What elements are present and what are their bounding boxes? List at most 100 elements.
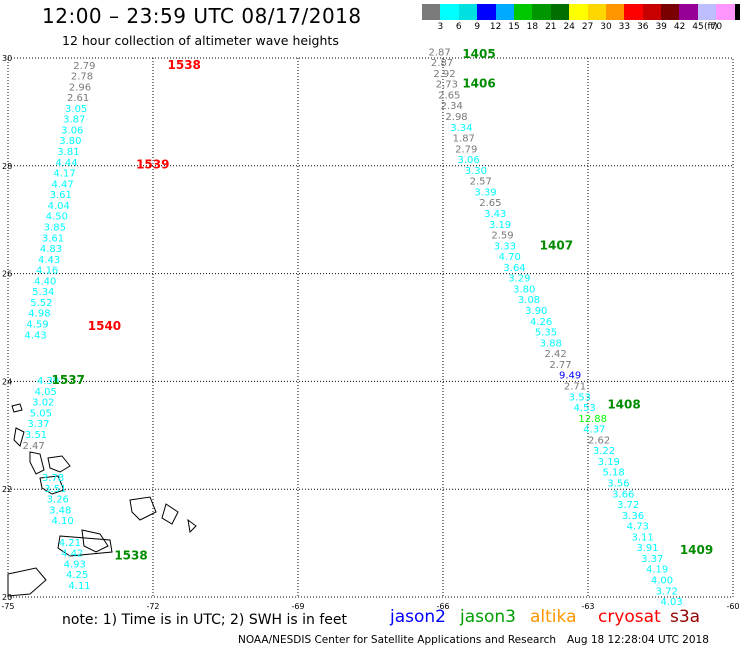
island-outline xyxy=(161,503,179,525)
island-outline xyxy=(129,496,157,521)
wave-height-value: 3.91 xyxy=(636,543,658,554)
wave-height-value: 3.72 xyxy=(656,586,678,597)
color-scale-label: 70 xyxy=(710,22,723,32)
longitude-label: -72 xyxy=(146,602,159,611)
credit-line: NOAA/NESDIS Center for Satellite Applica… xyxy=(238,634,556,646)
wave-height-value: 3.11 xyxy=(632,532,654,543)
satellite-legend-jason3: jason3 xyxy=(460,607,516,627)
wave-height-value: 3.08 xyxy=(518,295,540,306)
color-scale-swatch xyxy=(734,4,740,20)
latitude-label: 24 xyxy=(2,377,12,386)
wave-height-value: 5.18 xyxy=(603,468,625,479)
color-scale-label: 30 xyxy=(600,22,612,32)
longitude-label: -69 xyxy=(291,602,304,611)
latitude-label: 28 xyxy=(2,162,12,171)
pass-time-label: 1538 xyxy=(168,58,201,72)
wave-height-value: 4.21 xyxy=(59,538,81,549)
wave-height-value: 4.04 xyxy=(48,201,70,212)
wave-height-value: 2.73 xyxy=(436,80,458,91)
wave-height-value: 3.36 xyxy=(622,511,644,522)
wave-height-value: 3.34 xyxy=(450,123,472,134)
wave-height-value: 4.98 xyxy=(28,309,50,320)
wave-height-value: 4.59 xyxy=(26,320,48,331)
color-scale-swatch xyxy=(422,4,441,20)
wave-height-value: 4.19 xyxy=(646,565,668,576)
wave-height-value: 2.34 xyxy=(441,101,463,112)
color-scale-swatch xyxy=(624,4,643,20)
wave-height-value: 2.87 xyxy=(429,47,451,58)
wave-height-value: 3.37 xyxy=(27,419,49,430)
wave-height-value: 3.80 xyxy=(59,136,81,147)
island-outline xyxy=(29,451,45,475)
wave-height-value: 4.26 xyxy=(530,317,552,328)
wave-height-value: 2.87 xyxy=(431,58,453,69)
wave-height-value: 3.26 xyxy=(47,495,69,506)
wave-height-value: 2.59 xyxy=(491,231,513,242)
pass-time-label: 1405 xyxy=(462,47,495,61)
wave-height-value: 9.49 xyxy=(559,371,581,382)
color-scale-label: 9 xyxy=(474,22,481,32)
pass-time-label: 1409 xyxy=(680,543,713,557)
wave-height-value: 4.42 xyxy=(61,549,83,560)
map-frame xyxy=(7,57,734,598)
wave-height-value: 2.65 xyxy=(479,198,501,209)
color-scale-label: 6 xyxy=(455,22,462,32)
wave-height-value: 2.61 xyxy=(67,93,89,104)
wave-height-value: 2.92 xyxy=(433,69,455,80)
color-scale-swatch xyxy=(679,4,698,20)
wave-height-value: 2.98 xyxy=(445,112,467,123)
wave-height-value: 3.19 xyxy=(489,220,511,231)
wave-height-value: 1.87 xyxy=(453,134,475,145)
color-scale-swatch xyxy=(642,4,662,20)
color-scale-swatch xyxy=(605,4,625,20)
color-scale-label: 3 xyxy=(437,22,444,32)
pass-time-label: 1539 xyxy=(136,157,169,171)
color-scale-swatch xyxy=(513,4,533,20)
latitude-label: 26 xyxy=(2,270,12,279)
wave-height-value: 3.85 xyxy=(44,222,66,233)
wave-height-value: 3.02 xyxy=(32,398,54,409)
wave-height-value: 4.53 xyxy=(574,403,596,414)
wave-height-value: 12.88 xyxy=(578,414,607,425)
wave-height-value: 2.57 xyxy=(470,177,492,188)
wave-height-value: 4.40 xyxy=(34,276,56,287)
wave-height-value: 3.33 xyxy=(494,241,516,252)
color-scale-label: 33 xyxy=(618,22,631,32)
color-scale-swatch xyxy=(440,4,459,20)
wave-height-value: 3.29 xyxy=(508,274,530,285)
wave-height-value: 3.48 xyxy=(49,505,71,516)
pass-time-label: 1538 xyxy=(114,548,147,562)
wave-height-value: 4.43 xyxy=(24,330,46,341)
wave-height-value: 3.88 xyxy=(540,338,562,349)
color-scale-label: 12 xyxy=(489,22,502,32)
island-outline xyxy=(47,455,71,473)
wave-height-value: 4.43 xyxy=(38,255,60,266)
island-outline xyxy=(13,427,25,447)
wave-height-value: 3.51 xyxy=(44,484,66,495)
color-scale-swatch xyxy=(716,4,735,20)
wave-height-value: 2.96 xyxy=(69,82,91,93)
wave-height-value: 2.77 xyxy=(549,360,571,371)
latitude-label: 20 xyxy=(2,593,12,602)
satellite-legend-altika: altika xyxy=(530,607,577,627)
island-outline xyxy=(7,567,47,597)
wave-height-value: 3.80 xyxy=(513,284,535,295)
wave-height-value: 3.30 xyxy=(465,166,487,177)
wave-height-value: 2.47 xyxy=(23,441,45,452)
island-outline xyxy=(57,535,113,557)
wave-height-value: 3.39 xyxy=(474,187,496,198)
wave-height-value: 3.56 xyxy=(607,479,629,490)
wave-height-value: 2.79 xyxy=(73,61,95,72)
color-scale-swatch xyxy=(550,4,570,20)
color-scale-unit: (ft) xyxy=(704,22,718,32)
color-scale-label: 42 xyxy=(673,22,686,32)
color-scale-label: 18 xyxy=(526,22,539,32)
longitude-label: -66 xyxy=(436,602,449,611)
wave-height-value: 4.83 xyxy=(40,244,62,255)
wave-height-value: 2.79 xyxy=(455,144,477,155)
color-scale-swatch xyxy=(697,4,717,20)
latitude-label: 30 xyxy=(2,54,12,63)
color-scale-label: 36 xyxy=(637,22,649,32)
wave-height-value: 4.11 xyxy=(68,581,90,592)
